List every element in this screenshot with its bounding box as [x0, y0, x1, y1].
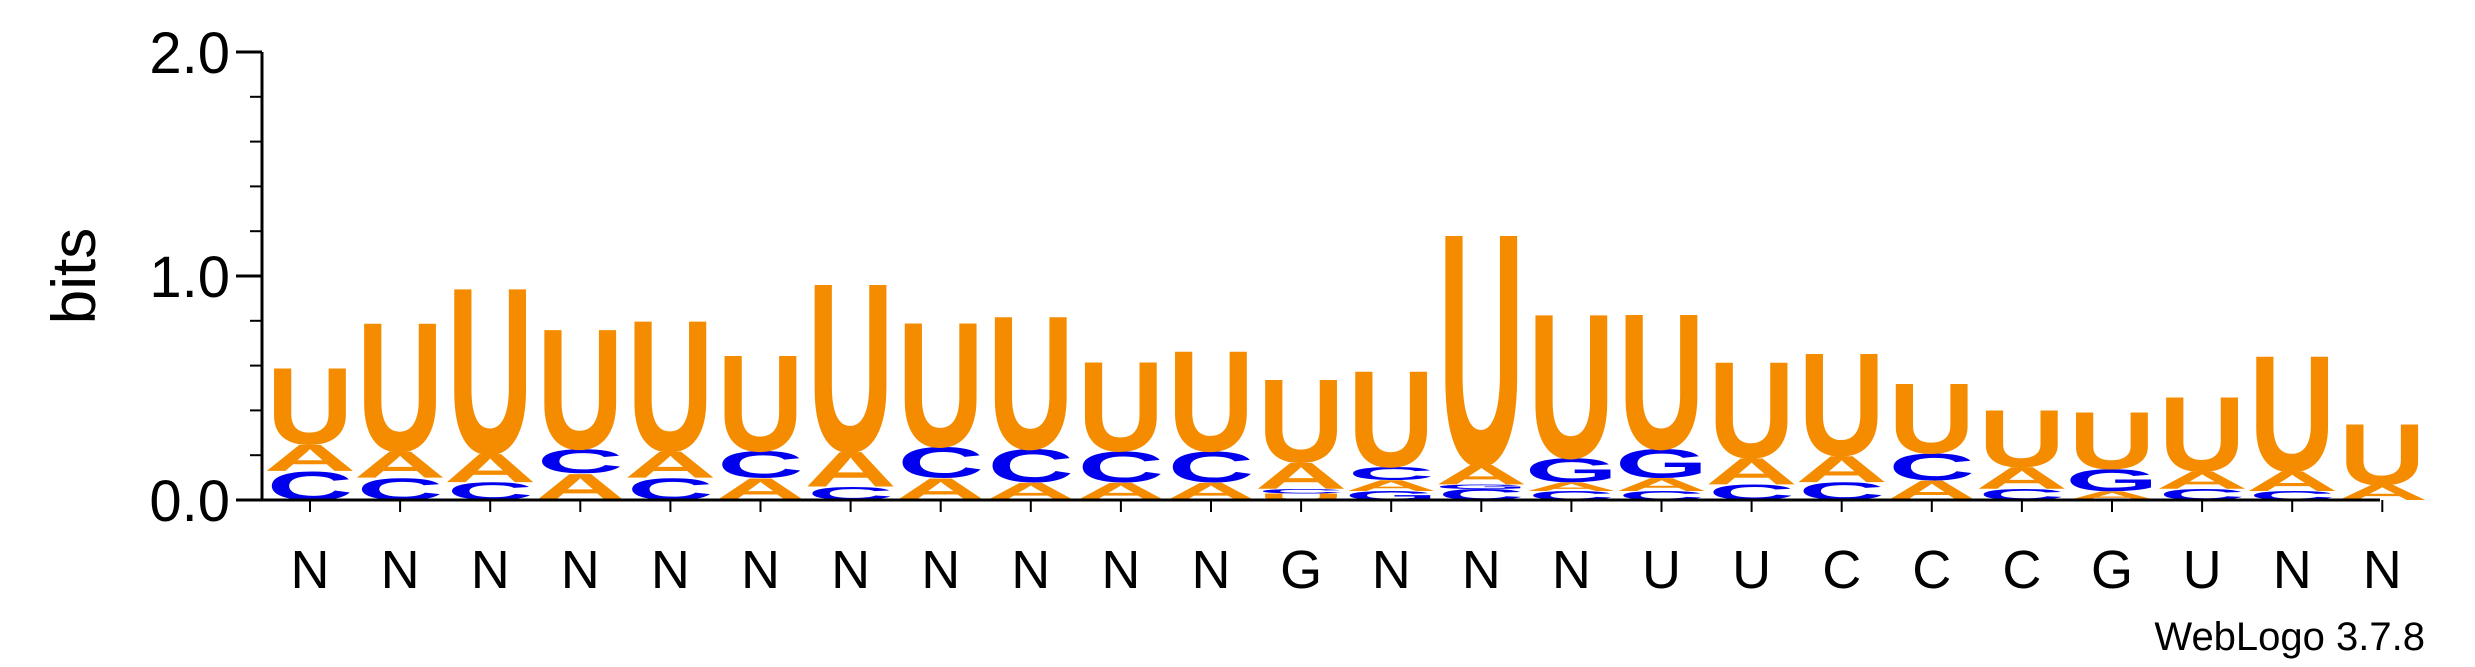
logo-letter-u: U: [1889, 363, 1975, 475]
x-tick-label: N: [1372, 540, 1411, 600]
x-tick-label: N: [381, 540, 420, 600]
logo-letter-u: U: [2069, 395, 2155, 487]
logo-letter-u: U: [2339, 406, 2425, 504]
y-ticks: 0.0 1.0 2.0: [149, 21, 262, 534]
logo-letter-c: C: [717, 444, 803, 486]
logo-letter-c: C: [1258, 488, 1344, 495]
x-tick-label: N: [2363, 540, 2402, 600]
x-tick-label: G: [1280, 540, 1322, 600]
x-tick-label: C: [1912, 540, 1951, 600]
logo-letter-u: U: [1438, 163, 1524, 534]
logo-letter-u: U: [1258, 355, 1344, 488]
x-tick-label: N: [2273, 540, 2312, 600]
logo-letter-c: C: [537, 442, 623, 481]
y-axis-label: bits: [40, 228, 109, 324]
logo-letter-c: C: [1348, 463, 1434, 484]
logo-letter-u: U: [1979, 392, 2065, 484]
logo-letter-u: U: [2159, 375, 2245, 494]
logo-letter-a: A: [804, 441, 897, 497]
logo-letter-g: G: [2066, 463, 2159, 498]
logo-letter-u: U: [1618, 274, 1704, 491]
logo-letter-u: U: [1528, 270, 1614, 501]
logo-letter-a: A: [2246, 466, 2339, 498]
logo-letter-g: G: [1435, 483, 1528, 490]
y-tick-label: 1.0: [149, 245, 230, 310]
logo-letter-c: C: [898, 439, 984, 488]
y-tick-label: 2.0: [149, 21, 230, 86]
x-tick-label: N: [471, 540, 510, 600]
logo-letter-u: U: [357, 283, 443, 490]
logo-letter-a: A: [1615, 474, 1708, 495]
logo-letter-u: U: [1168, 321, 1254, 482]
logo-letter-u: U: [447, 238, 533, 503]
logo-letter-u: U: [898, 286, 984, 485]
x-tick-label: N: [1011, 540, 1050, 600]
logo-letter-a: A: [1976, 460, 2069, 495]
x-tick-label: N: [561, 540, 600, 600]
logo-letter-c: C: [1078, 443, 1164, 492]
logo-letter-a: A: [264, 437, 357, 479]
x-tick-label: U: [1642, 540, 1681, 600]
logo-letter-c: C: [1889, 446, 1975, 488]
weblogo-watermark: WebLogo 3.7.8: [2154, 615, 2425, 659]
logo-letter-a: A: [1255, 455, 1348, 497]
logo-letter-u: U: [1799, 323, 1885, 487]
x-tick-label: C: [1822, 540, 1861, 600]
x-tick-label: C: [2002, 540, 2041, 600]
logo-letter-a: A: [1345, 477, 1438, 494]
logo-letter-a: A: [444, 446, 537, 491]
logo-letter-a: A: [354, 444, 447, 486]
logo-letter-c: C: [1168, 443, 1254, 492]
logo-letter-u: U: [807, 234, 893, 503]
logo-letter-a: A: [1435, 459, 1528, 491]
logo-letter-a: A: [1705, 451, 1798, 493]
logo-letter-u: U: [537, 294, 623, 486]
logo-letter-a: A: [624, 444, 717, 486]
x-tick-label: N: [1552, 540, 1591, 600]
x-tick-label: U: [1732, 540, 1771, 600]
logo-letter-a: A: [1795, 448, 1888, 490]
logo-letter-u: U: [2249, 321, 2335, 507]
x-tick-label: N: [291, 540, 330, 600]
x-tick-label: N: [1192, 540, 1231, 600]
x-tick-label: N: [831, 540, 870, 600]
logo-letter-g: G: [1525, 451, 1618, 490]
logo-letter-a: A: [2156, 466, 2249, 494]
logo-letter-u: U: [1348, 342, 1434, 496]
x-tick-label: N: [921, 540, 960, 600]
logo-letter-u: U: [1078, 336, 1164, 479]
x-tick-label: N: [1101, 540, 1140, 600]
logo-letter-a: A: [1525, 480, 1618, 494]
x-tick-label: N: [1462, 540, 1501, 600]
x-tick-label: N: [651, 540, 690, 600]
logo-letter-u: U: [988, 276, 1074, 489]
logo-letter-u: U: [717, 327, 803, 481]
logo-letter-u: U: [1258, 491, 1344, 502]
x-tick-label: G: [2091, 540, 2133, 600]
logo-letter-u: U: [267, 346, 353, 468]
logo-letter-u: U: [1708, 334, 1794, 488]
logo-letter-g: G: [1615, 441, 1708, 487]
x-tick-label: N: [741, 540, 780, 600]
logo-letter-c: C: [988, 440, 1074, 492]
logo-letter-u: U: [627, 282, 713, 491]
y-tick-label: 0.0: [149, 469, 230, 534]
x-tick-label: U: [2183, 540, 2222, 600]
